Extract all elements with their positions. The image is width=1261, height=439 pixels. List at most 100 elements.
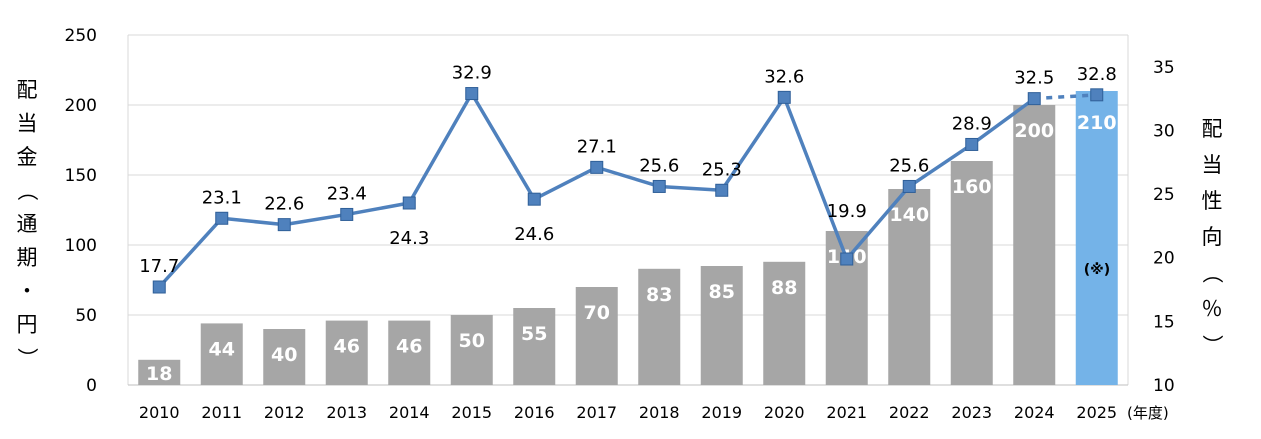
payout-ratio-label: 28.9 — [952, 113, 992, 134]
bar — [325, 320, 368, 385]
payout-ratio-markers — [152, 87, 1104, 294]
x-tick-label: 2023 — [951, 403, 992, 422]
payout-ratio-marker — [215, 211, 229, 225]
axis-label-char: 当 — [1202, 153, 1223, 177]
dividend-bar-labels: 1844404646505570838588110140160200210 — [146, 112, 1117, 385]
payout-ratio-marker — [340, 207, 354, 221]
bar-value-label: 44 — [209, 338, 235, 360]
x-tick-label: 2013 — [326, 403, 367, 422]
forecast-note: (※) — [1084, 262, 1110, 278]
axis-label-char: 向 — [1202, 225, 1223, 249]
payout-ratio-marker — [402, 196, 416, 210]
payout-ratio-marker — [1027, 92, 1041, 106]
bar — [388, 320, 431, 385]
bar — [450, 315, 493, 385]
bar — [200, 323, 243, 385]
payout-ratio-marker — [965, 137, 979, 151]
bar-value-label: 50 — [459, 330, 485, 352]
bar-value-label: 46 — [334, 336, 360, 358]
bar-value-label: 18 — [146, 363, 172, 385]
bar-value-label: 55 — [521, 323, 547, 345]
payout-ratio-label: 32.6 — [764, 66, 804, 87]
bar-value-label: 140 — [889, 204, 929, 226]
payout-ratio-marker — [652, 179, 666, 193]
axis-label-char: （ — [1200, 263, 1224, 284]
payout-ratio-label: 19.9 — [827, 201, 867, 222]
axis-label-char: 当 — [17, 112, 38, 136]
x-tick-label: 2012 — [264, 403, 305, 422]
right-tick-label: 30 — [1153, 121, 1175, 141]
payout-ratio-label: 32.8 — [1077, 64, 1117, 85]
x-tick-label: 2014 — [389, 403, 430, 422]
axis-label-char: 配 — [17, 78, 38, 102]
x-tick-label: 2016 — [514, 403, 555, 422]
right-tick-label: 15 — [1153, 312, 1175, 332]
bar — [950, 161, 993, 385]
right-tick-label: 20 — [1153, 249, 1175, 269]
payout-ratio-marker — [152, 280, 166, 294]
payout-ratio-marker — [840, 252, 854, 266]
axis-label-char: 円 — [17, 313, 38, 337]
left-tick-label: 50 — [75, 306, 97, 326]
left-tick-label: 100 — [65, 236, 97, 256]
bar-value-label: 210 — [1077, 112, 1117, 134]
bar-value-label: 88 — [771, 277, 797, 299]
right-axis-ticks: 10 15 20 25 30 35 — [1153, 58, 1175, 396]
bar-value-label: 40 — [271, 344, 297, 366]
payout-ratio-line-forecast — [1034, 93, 1097, 101]
bar — [700, 266, 743, 385]
x-tick-label: 2024 — [1014, 403, 1055, 422]
left-axis-label: 配当金 （ 通期・円 ） — [15, 78, 39, 369]
payout-ratio-label: 25.6 — [889, 155, 929, 176]
payout-ratio-marker — [1090, 88, 1104, 102]
x-axis-ticks: 2010 2011 2012 2013 2014 2015 2016 2017 2018 2019… — [139, 403, 1117, 422]
left-tick-label: 250 — [65, 26, 97, 46]
axis-label-char: （ — [15, 180, 39, 201]
payout-ratio-marker — [277, 218, 291, 232]
bar-value-label: 70 — [584, 302, 610, 324]
axis-label-char: 通 — [17, 212, 38, 236]
bar-value-label: 200 — [1014, 120, 1054, 142]
payout-ratio-label: 27.1 — [577, 136, 617, 157]
payout-ratio-marker — [527, 192, 541, 206]
x-tick-label: 2021 — [826, 403, 867, 422]
axis-label-char: 期 — [17, 246, 38, 270]
bar-value-label: 85 — [709, 281, 735, 303]
bar — [263, 329, 306, 385]
payout-ratio-label: 17.7 — [139, 256, 179, 277]
left-tick-label: 150 — [65, 166, 97, 186]
bar-value-label: 46 — [396, 336, 422, 358]
x-tick-label: 2019 — [701, 403, 742, 422]
payout-ratio-label: 24.6 — [514, 224, 554, 245]
payout-ratio-labels: 17.7 23.1 22.6 23.4 24.3 32.9 24.6 27.1 25.6 25.3… — [139, 63, 1117, 277]
right-tick-label: 25 — [1153, 185, 1175, 205]
x-tick-label: 2018 — [639, 403, 680, 422]
bar — [138, 359, 181, 385]
payout-ratio-label: 25.3 — [702, 159, 742, 180]
payout-ratio-marker — [465, 87, 479, 101]
payout-ratio-label: 32.9 — [452, 63, 492, 84]
axis-label-char: 金 — [17, 145, 38, 169]
payout-ratio-label: 23.4 — [327, 183, 367, 204]
payout-ratio-label: 23.1 — [202, 187, 242, 208]
x-axis-unit: (年度) — [1127, 404, 1169, 422]
axis-label-char: ％ — [1202, 297, 1223, 321]
x-tick-label: 2010 — [139, 403, 180, 422]
bar — [513, 308, 556, 385]
axis-label-char: 配 — [1202, 117, 1223, 141]
left-axis-ticks: 0 50 100 150 200 250 — [65, 26, 97, 396]
bar — [575, 287, 618, 385]
left-tick-label: 200 — [65, 96, 97, 116]
x-tick-label: 2015 — [451, 403, 492, 422]
axis-label-char: 性 — [1202, 189, 1223, 213]
bar — [1075, 91, 1118, 385]
x-tick-label: 2020 — [764, 403, 805, 422]
axis-label-char: ・ — [17, 279, 38, 303]
axis-label-char: ） — [1200, 335, 1224, 356]
bar-value-label: 160 — [952, 176, 992, 198]
dividend-bars — [138, 91, 1118, 385]
right-tick-label: 10 — [1153, 376, 1175, 396]
payout-ratio-marker — [590, 160, 604, 174]
x-tick-label: 2025 — [1076, 403, 1117, 422]
